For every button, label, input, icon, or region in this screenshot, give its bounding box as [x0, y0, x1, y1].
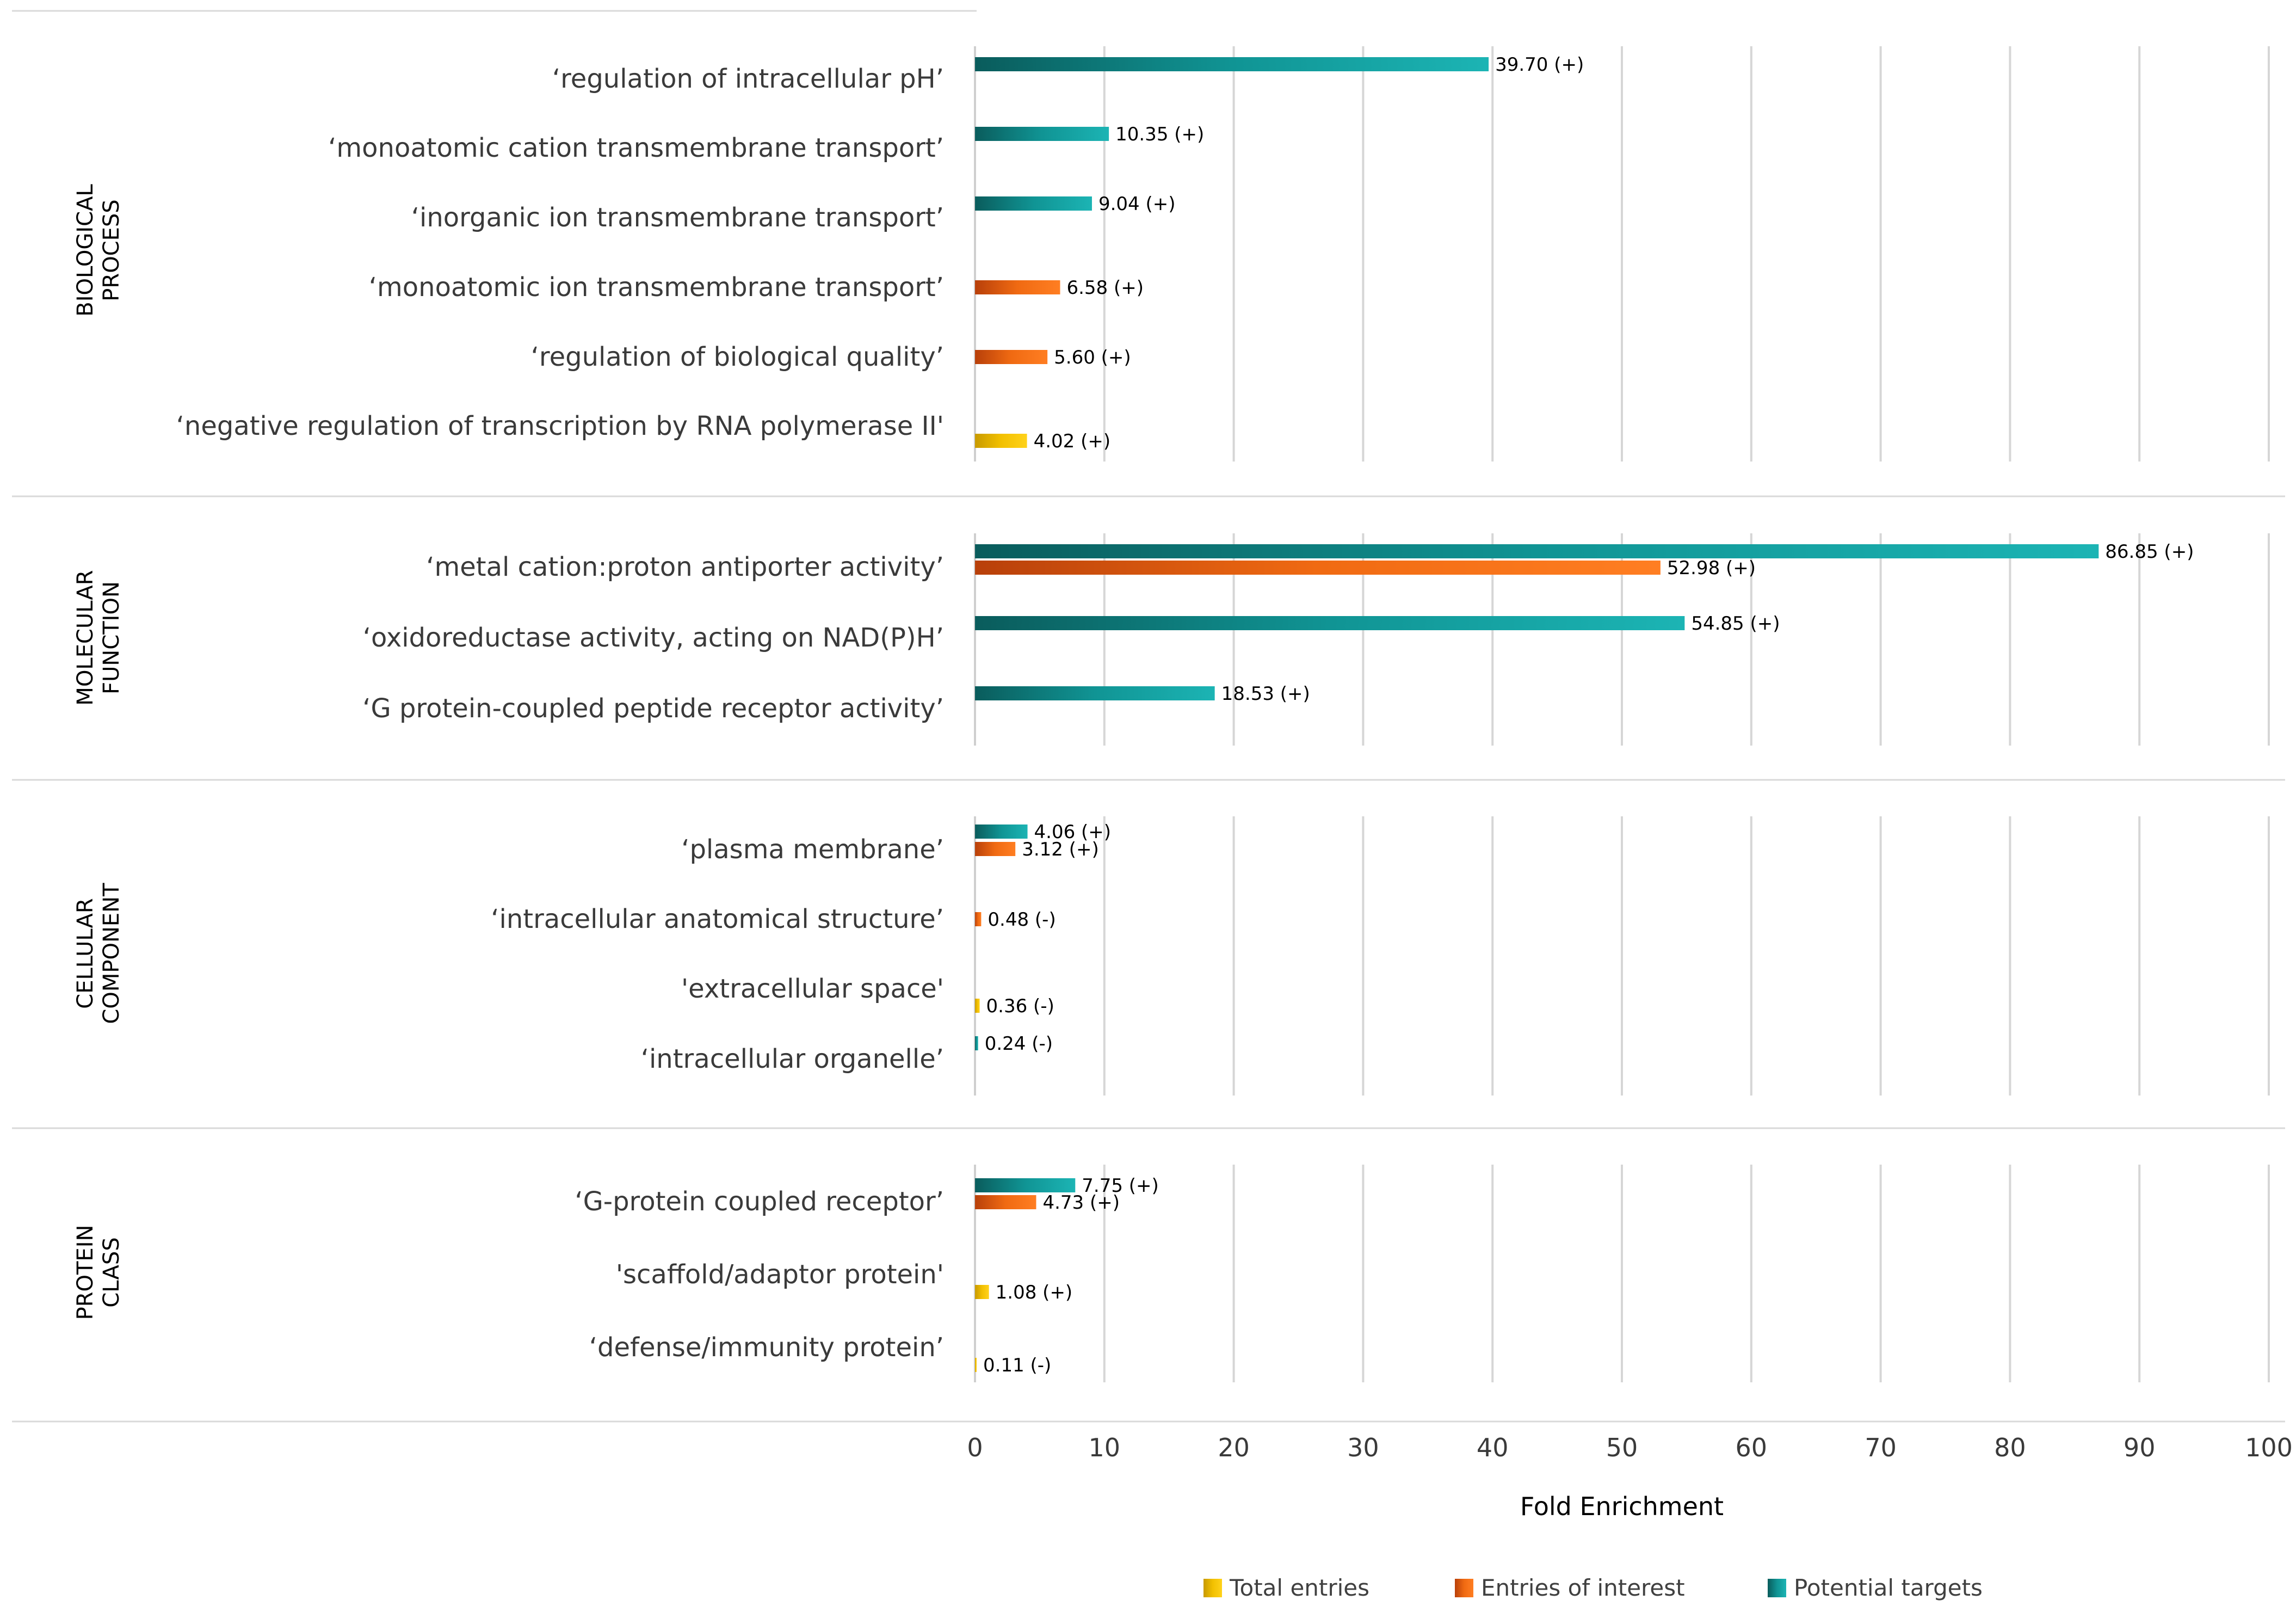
value-label: 1.08 (+) — [996, 1282, 1073, 1303]
value-label: 18.53 (+) — [1221, 683, 1310, 705]
legend-swatch — [1203, 1579, 1222, 1597]
legend-label: Potential targets — [1794, 1574, 1983, 1601]
bar-potential-targets — [975, 1178, 1076, 1192]
bar-total-entries — [975, 1358, 977, 1372]
bar-entries-of-interest — [975, 350, 1048, 364]
value-label: 0.48 (-) — [987, 909, 1056, 931]
category-label: 'scaffold/adaptor protein' — [616, 1259, 944, 1290]
section-label-molecular-function: MOLECULAR FUNCTION — [73, 570, 124, 705]
section-label-line: CLASS — [99, 1237, 124, 1307]
x-tick-label: 60 — [1736, 1433, 1768, 1462]
legend-swatch — [1768, 1579, 1786, 1597]
value-label: 39.70 (+) — [1495, 54, 1584, 76]
value-label: 6.58 (+) — [1066, 277, 1144, 299]
bar-potential-targets — [975, 127, 1109, 141]
x-tick-label: 100 — [2245, 1433, 2293, 1462]
x-tick-label: 10 — [1089, 1433, 1121, 1462]
value-label: 4.02 (+) — [1034, 430, 1111, 452]
legend-item-entries-of-interest: Entries of interest — [1455, 1574, 1685, 1601]
value-label: 86.85 (+) — [2105, 541, 2194, 563]
x-tick-label: 90 — [2124, 1433, 2156, 1462]
value-label: 5.60 (+) — [1054, 347, 1131, 368]
section-label-line: CELLULAR — [73, 898, 98, 1008]
bar-total-entries — [975, 999, 980, 1013]
section-label-line: PROTEIN — [73, 1225, 98, 1320]
bar-entries-of-interest — [975, 912, 982, 926]
x-tick-label: 20 — [1218, 1433, 1250, 1462]
legend: Total entries Entries of interest Potentia… — [1203, 1574, 1983, 1601]
x-axis-title: Fold Enrichment — [1520, 1492, 1724, 1521]
bar-entries-of-interest — [975, 561, 1661, 575]
category-label: ‘negative regulation of transcription by… — [176, 411, 944, 441]
section-label-line: FUNCTION — [99, 581, 124, 694]
labels: BIOLOGICAL PROCESS ‘regulation of intracel… — [73, 64, 944, 1363]
category-label: ‘intracellular organelle’ — [641, 1044, 944, 1074]
value-label: 9.04 (+) — [1098, 193, 1176, 215]
bar-total-entries — [975, 1285, 989, 1299]
value-label: 0.11 (-) — [983, 1355, 1051, 1376]
section-label-biological-process: BIOLOGICAL PROCESS — [73, 184, 124, 317]
category-label: ‘G-protein coupled receptor’ — [575, 1186, 944, 1217]
legend-swatch — [1455, 1579, 1473, 1597]
bar-potential-targets — [975, 1036, 978, 1050]
category-label: ‘defense/immunity protein’ — [589, 1332, 944, 1363]
bar-total-entries — [975, 434, 1027, 448]
bar-potential-targets — [975, 686, 1215, 700]
section-label-line: COMPONENT — [99, 883, 124, 1024]
category-label: ‘metal cation:proton antiporter activity… — [426, 552, 944, 582]
legend-item-total-entries: Total entries — [1203, 1574, 1369, 1601]
category-label: ‘intracellular anatomical structure’ — [491, 904, 944, 934]
value-label: 4.06 (+) — [1034, 821, 1112, 843]
value-label: 4.73 (+) — [1042, 1192, 1120, 1214]
category-label: ‘oxidoreductase activity, acting on NAD(… — [363, 623, 944, 653]
section-label-line: MOLECULAR — [73, 570, 98, 705]
section-separators — [12, 10, 2285, 1423]
legend-label: Total entries — [1229, 1574, 1369, 1601]
bar-potential-targets — [975, 824, 1028, 839]
x-axis: 0 10 20 30 40 50 60 70 80 90 100 Fold Enrichment — [967, 1433, 2293, 1521]
bar-potential-targets — [975, 616, 1685, 630]
category-label: 'extracellular space' — [681, 974, 944, 1004]
bar-potential-targets — [975, 544, 2099, 558]
value-label: 3.12 (+) — [1022, 839, 1099, 860]
bars: 39.70 (+) 10.35 (+) 9.04 (+) 6.58 (+) 5.60 (… — [975, 54, 2194, 1376]
section-label-cellular-component: CELLULAR COMPONENT — [73, 883, 124, 1024]
category-label: ‘regulation of biological quality’ — [531, 342, 944, 372]
legend-item-potential-targets: Potential targets — [1768, 1574, 1983, 1601]
value-label: 10.35 (+) — [1115, 124, 1204, 145]
x-tick-label: 50 — [1606, 1433, 1638, 1462]
x-tick-label: 80 — [1994, 1433, 2026, 1462]
category-label: ‘monoatomic cation transmembrane transpo… — [328, 133, 944, 163]
section-label-line: PROCESS — [99, 199, 124, 301]
category-label: ‘regulation of intracellular pH’ — [552, 64, 944, 94]
value-label: 0.36 (-) — [986, 995, 1054, 1017]
category-label: ‘G protein-coupled peptide receptor acti… — [362, 693, 944, 724]
value-label: 7.75 (+) — [1082, 1175, 1159, 1197]
value-label: 0.24 (-) — [985, 1033, 1053, 1055]
value-label: 54.85 (+) — [1691, 613, 1780, 635]
value-label: 52.98 (+) — [1667, 557, 1756, 579]
category-label: ‘inorganic ion transmembrane transport’ — [411, 202, 944, 233]
legend-label: Entries of interest — [1481, 1574, 1685, 1601]
bar-potential-targets — [975, 57, 1489, 71]
section-label-protein-class: PROTEIN CLASS — [73, 1225, 124, 1320]
x-tick-label: 70 — [1865, 1433, 1897, 1462]
bar-potential-targets — [975, 196, 1092, 211]
bar-entries-of-interest — [975, 280, 1060, 294]
section-label-line: BIOLOGICAL — [73, 184, 98, 317]
x-tick-label: 40 — [1477, 1433, 1509, 1462]
x-tick-label: 0 — [967, 1433, 983, 1462]
category-label: ‘monoatomic ion transmembrane transport’ — [369, 272, 944, 303]
bar-entries-of-interest — [975, 1195, 1036, 1209]
category-label: ‘plasma membrane’ — [681, 834, 944, 865]
x-tick-label: 30 — [1347, 1433, 1379, 1462]
gridlines — [974, 46, 2270, 1382]
bar-entries-of-interest — [975, 842, 1016, 856]
